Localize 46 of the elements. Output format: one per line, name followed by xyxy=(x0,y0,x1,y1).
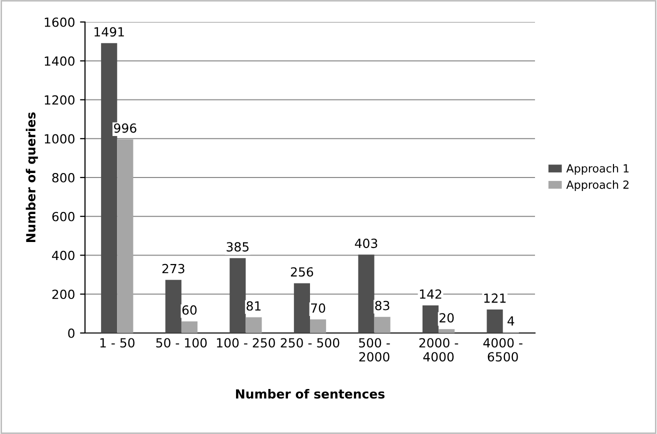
bar xyxy=(165,280,182,333)
data-label: 70 xyxy=(311,303,326,313)
y-axis-title: Number of queries xyxy=(26,112,38,242)
x-tick-label: 250 - 500 xyxy=(280,338,340,348)
y-tick-label: 0 xyxy=(68,328,74,338)
x-tick-label: 50 - 100 xyxy=(156,338,207,348)
data-label: 81 xyxy=(246,301,261,311)
data-label: 121 xyxy=(484,293,506,303)
bar xyxy=(117,139,134,333)
bar xyxy=(358,254,374,333)
bar xyxy=(422,305,439,333)
legend-label: Approach 2 xyxy=(566,180,628,192)
data-label: 1491 xyxy=(94,27,124,37)
x-tick-label: 500 - 2000 xyxy=(359,338,390,362)
bar xyxy=(374,316,390,333)
data-label: 256 xyxy=(290,267,314,277)
data-label: 385 xyxy=(226,242,249,252)
x-tick-label: 1 - 50 xyxy=(100,338,134,348)
x-axis-title: Number of sentences xyxy=(236,388,385,399)
y-tick-label: 200 xyxy=(52,290,74,300)
y-tick-label: 400 xyxy=(52,250,74,260)
y-tick-label: 800 xyxy=(52,172,74,182)
bar xyxy=(246,317,262,333)
legend-label: Approach 1 xyxy=(566,164,629,175)
y-tick-label: 1200 xyxy=(44,95,74,105)
bar xyxy=(438,329,455,333)
data-label: 4 xyxy=(508,316,514,326)
y-tick-label: 600 xyxy=(52,212,74,222)
data-label: 83 xyxy=(375,300,390,310)
bar xyxy=(310,319,326,333)
bar xyxy=(294,283,310,333)
y-tick-label: 1000 xyxy=(44,134,74,144)
x-tick-label: 100 - 250 xyxy=(217,338,275,348)
y-tick-label: 1400 xyxy=(44,56,74,66)
data-label: 142 xyxy=(420,289,442,299)
bar xyxy=(486,309,503,333)
data-label: 403 xyxy=(354,238,378,248)
data-label: 60 xyxy=(182,305,197,315)
data-label: 273 xyxy=(162,264,184,274)
bar xyxy=(230,258,246,333)
data-label: 20 xyxy=(440,313,454,323)
x-tick-label: 4000 - 6500 xyxy=(483,338,522,362)
y-tick-label: 1600 xyxy=(44,17,74,27)
x-tick-label: 2000 - 4000 xyxy=(419,338,458,362)
bar xyxy=(181,321,198,333)
data-label: 996 xyxy=(114,123,136,133)
